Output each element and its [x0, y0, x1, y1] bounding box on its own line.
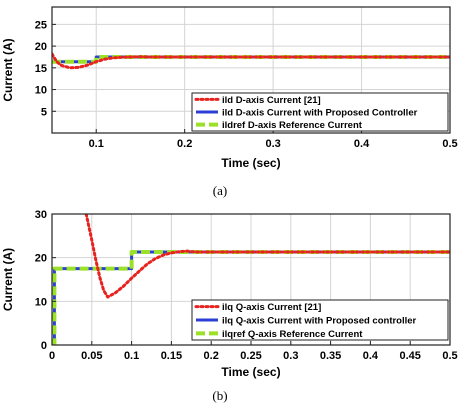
- x-tick-label-a-3: 0.4: [354, 138, 370, 150]
- x-axis-label-b: Time (sec): [221, 365, 280, 379]
- x-tick-label-b-0: 0: [49, 350, 55, 362]
- x-axis-label-a: Time (sec): [221, 156, 280, 170]
- chart-panel-a: 0.1 0.2 0.3 0.4 0.5 5 10 15 20 25 Time (sec) Curren…: [1, 6, 458, 170]
- legend-label-a-1: ild D-axis Current with Proposed Control…: [222, 108, 418, 119]
- y-tick-label-a-1: 10: [35, 85, 47, 97]
- legend-label-b-0: ilq Q-axis Current [21]: [222, 302, 321, 313]
- legend-box-b: [191, 299, 449, 341]
- y-tick-label-a-4: 25: [35, 19, 47, 31]
- legend-label-b-1: ilq Q-axis Current with Proposed control…: [222, 316, 417, 327]
- x-tick-label-b-1: 0.05: [81, 350, 102, 362]
- x-tick-label-b-5: 0.25: [240, 350, 261, 362]
- legend-box-a: [191, 92, 449, 132]
- legend-label-a-2: ildref D-axis Reference Current: [222, 120, 363, 131]
- x-tick-label-b-7: 0.35: [320, 350, 341, 362]
- x-tick-label-b-6: 0.3: [283, 350, 298, 362]
- y-tick-label-b-1: 10: [35, 296, 47, 308]
- axes-frame-a: [51, 6, 451, 134]
- series-group-b: [52, 214, 450, 345]
- y-tick-label-b-0: 0: [41, 340, 47, 352]
- y-tick-label-b-2: 20: [35, 253, 47, 265]
- y-axis-label-b: Current (A): [1, 248, 15, 311]
- x-tick-label-b-4: 0.2: [204, 350, 219, 362]
- x-tick-label-a-0: 0.1: [89, 138, 104, 150]
- series-line-a-0: [52, 52, 450, 70]
- x-tick-label-b-10: 0.5: [442, 350, 457, 362]
- series-line-b-0: [84, 214, 450, 299]
- x-tick-label-b-9: 0.45: [399, 350, 420, 362]
- x-tick-label-a-2: 0.3: [265, 138, 280, 150]
- y-tick-label-a-0: 5: [41, 106, 47, 118]
- x-tick-label-b-8: 0.4: [363, 350, 379, 362]
- y-tick-label-b-3: 30: [35, 209, 47, 221]
- x-tick-label-b-3: 0.15: [161, 350, 182, 362]
- y-tick-label-a-3: 20: [35, 41, 47, 53]
- chart-panel-b: 0 0.05 0.1 0.15 0.2 0.25 0.3 0.35 0.4 0.45 0.5 0 10 2…: [1, 209, 458, 379]
- x-tick-label-a-1: 0.2: [177, 138, 192, 150]
- x-tick-label-a-4: 0.5: [442, 138, 457, 150]
- legend-label-b-2: ilqref Q-axis Reference Current: [222, 329, 363, 340]
- caption-a: (a): [213, 183, 227, 198]
- y-axis-label-a: Current (A): [1, 38, 15, 101]
- caption-b: (b): [212, 388, 227, 403]
- series-group-a: [52, 52, 450, 70]
- y-tick-label-a-2: 15: [35, 63, 47, 75]
- x-tick-label-b-2: 0.1: [124, 350, 139, 362]
- legend-label-a-0: ild D-axis Current [21]: [222, 95, 321, 106]
